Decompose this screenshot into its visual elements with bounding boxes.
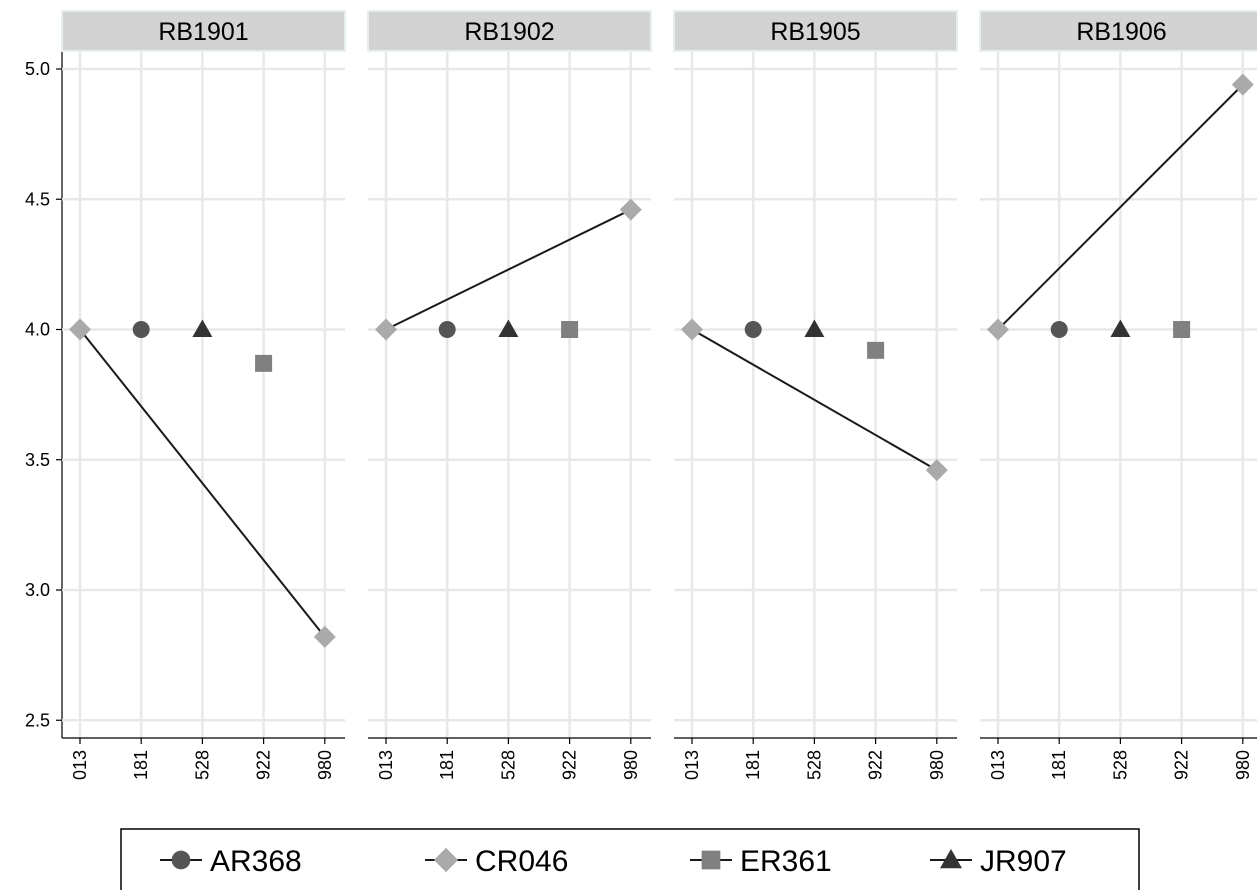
x-tick-label: 922: [560, 750, 580, 780]
point-ar368: [133, 321, 150, 338]
y-tick-label: 4.5: [25, 189, 50, 209]
x-tick-label: 922: [254, 750, 274, 780]
panel-rb1902: RB1902 013 181 528 922 980: [368, 11, 651, 780]
x-tick-label: 980: [1233, 750, 1253, 780]
y-tick-label: 5.0: [25, 59, 50, 79]
panel-title: RB1902: [464, 18, 554, 46]
panel-title: RB1905: [770, 18, 860, 46]
point-cr046: [926, 459, 948, 481]
x-tick-label: 181: [743, 750, 763, 780]
x-tick-label: 528: [192, 750, 212, 780]
y-tick-label: 3.0: [25, 580, 50, 600]
y-tick-label: 3.5: [25, 450, 50, 470]
y-tick-label: 4.0: [25, 320, 50, 340]
x-tick-label: 013: [682, 750, 702, 780]
x-tick-label: 181: [1049, 750, 1069, 780]
legend-marker-ar368: [172, 851, 191, 870]
x-tick-label: 528: [498, 750, 518, 780]
panel-rb1906: RB1906 013 181 528 922 980: [980, 11, 1257, 780]
x-tick-label: 528: [804, 750, 824, 780]
x-tick-label: 980: [927, 750, 947, 780]
x-tick-label: 922: [866, 750, 886, 780]
point-er361: [1173, 321, 1190, 338]
point-er361: [255, 355, 272, 372]
y-tick-label: 2.5: [25, 710, 50, 730]
legend-label-ar368: AR368: [210, 845, 302, 878]
point-cr046: [314, 626, 336, 648]
point-ar368: [745, 321, 762, 338]
x-tick-label: 528: [1110, 750, 1130, 780]
x-tick-label: 013: [376, 750, 396, 780]
x-tick-label: 922: [1172, 750, 1192, 780]
point-cr046: [69, 319, 91, 341]
x-tick-label: 181: [437, 750, 457, 780]
legend-label-er361: ER361: [740, 845, 832, 878]
x-tick-label: 980: [621, 750, 641, 780]
panel-title: RB1901: [158, 18, 248, 46]
x-tick-label: 181: [131, 750, 151, 780]
point-cr046: [681, 319, 703, 341]
point-ar368: [1051, 321, 1068, 338]
legend-marker-er361: [702, 851, 721, 870]
point-er361: [561, 321, 578, 338]
y-axis: 2.5 3.0 3.5 4.0 4.5 5.0: [25, 52, 62, 738]
x-tick-label: 013: [988, 750, 1008, 780]
point-cr046: [375, 319, 397, 341]
legend: AR368 CR046 ER361 JR907: [121, 829, 1139, 890]
point-cr046: [620, 199, 642, 221]
legend-label-jr907: JR907: [980, 845, 1067, 878]
point-er361: [867, 342, 884, 359]
point-ar368: [439, 321, 456, 338]
x-tick-label: 013: [70, 750, 90, 780]
panel-rb1901: RB1901 013 181 528 922 980: [62, 11, 345, 780]
panel-rb1905: RB1905 013 181 528 922 980: [674, 11, 957, 780]
x-tick-label: 980: [315, 750, 335, 780]
panel-title: RB1906: [1076, 18, 1166, 46]
legend-label-cr046: CR046: [475, 845, 568, 878]
